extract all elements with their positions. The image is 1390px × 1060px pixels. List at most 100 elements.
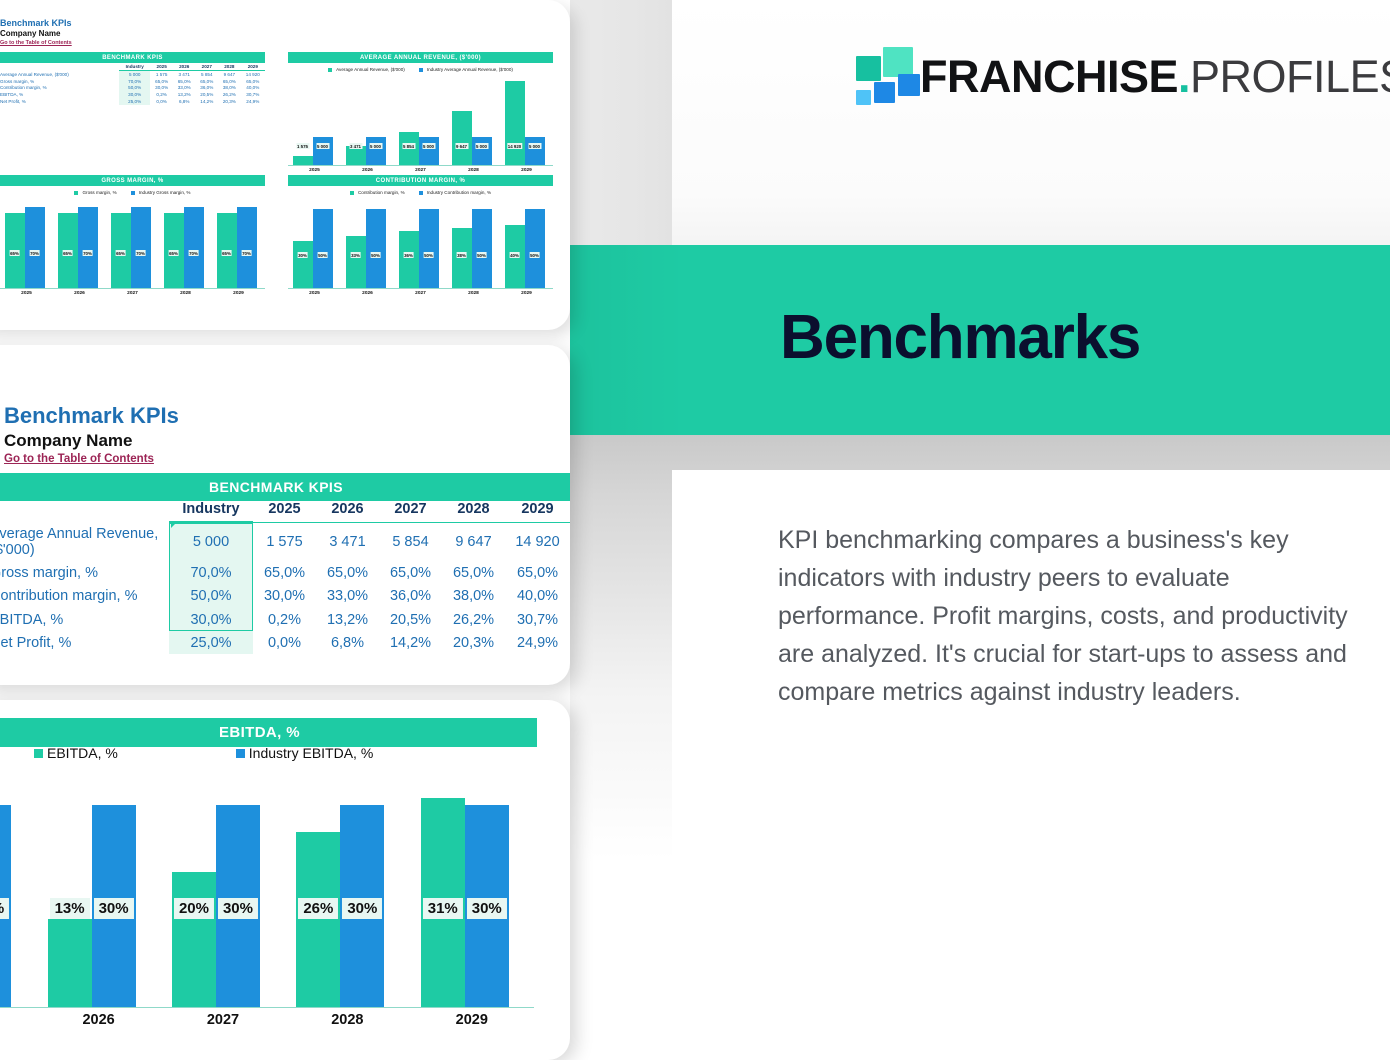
cell-2027: 5 854 — [201, 71, 213, 77]
cell-2027[interactable]: 5 854 — [392, 534, 429, 551]
cell-2026[interactable]: 6,8% — [330, 634, 365, 651]
cell-2028[interactable]: 65,0% — [452, 565, 495, 582]
cell-2028: 26,2% — [222, 92, 236, 98]
bar-ebitda-industry: 30% — [340, 804, 385, 1007]
cell-2025[interactable]: 0,2% — [267, 611, 302, 628]
cell-2025[interactable]: 0,0% — [267, 634, 302, 651]
cell-industry[interactable]: 70,0% — [169, 561, 253, 585]
bar-gross_margin-industry: 70% — [130, 206, 151, 288]
bar-label: 5 000 — [316, 143, 329, 149]
cell-2029: 14 920 — [245, 71, 260, 77]
cell-2026[interactable]: 33,0% — [326, 588, 369, 605]
cell-2029[interactable]: 30,7% — [516, 611, 559, 628]
bar-ebitda-industry: 30% — [91, 804, 136, 1007]
cell-2028[interactable]: 26,2% — [452, 611, 495, 628]
cell-2025[interactable]: 30,0% — [263, 588, 306, 605]
kpi-table-card[interactable]: Benchmark KPIs Company Name Go to the Ta… — [0, 345, 570, 685]
th-2025: 2025 — [253, 497, 316, 523]
table-of-contents-link[interactable]: Go to the Table of Contents — [4, 453, 154, 465]
bar-label: 50% — [423, 252, 434, 258]
x-tick-label: 2028 — [468, 291, 479, 296]
bar-gross_margin-company: 65% — [57, 212, 78, 288]
x-tick-label: 2025 — [21, 291, 32, 296]
cell-industry[interactable]: 30,0% — [169, 608, 253, 632]
bar-gross_margin-industry: 70% — [24, 206, 45, 288]
bar-group: 26% 30% — [296, 778, 398, 1007]
sheet-title: Benchmark KPIs — [4, 403, 179, 428]
bar-label: 3 471 — [349, 143, 362, 149]
ebitda-chart-legend: EBITDA, % Industry EBITDA, % — [0, 745, 527, 761]
row-label: EBITDA, % — [0, 92, 24, 98]
cell-2025[interactable]: 65,0% — [263, 565, 306, 582]
legend-label-ebitda: EBITDA, % — [47, 745, 118, 761]
cell-industry[interactable]: 25,0% — [169, 631, 253, 655]
bar-ebitda-industry: 30% — [0, 804, 12, 1007]
logo-word-franchise: FRANCHISE — [920, 50, 1179, 102]
cell-industry[interactable]: 50,0% — [169, 584, 253, 609]
cell-2027[interactable]: 36,0% — [389, 588, 432, 605]
x-tick-label: 2026 — [362, 291, 373, 296]
bar-contribution_margin-company: 30% — [292, 240, 313, 288]
th-2025: 2025 — [150, 63, 173, 71]
th-industry: Industry — [119, 63, 151, 71]
table-row: Gross margin, % 70,0% 65,0% 65,0% 65,0% 65,0%… — [0, 561, 570, 585]
cell-2025[interactable]: 1 575 — [266, 534, 303, 551]
bar-group: 36% 50% — [398, 201, 443, 288]
bar-label: 13% — [49, 898, 90, 919]
brand-logo: FRANCHISE.PROFILES — [852, 46, 1390, 106]
cell-industry[interactable]: 5 000 — [169, 522, 253, 562]
cell-industry: 30,0% — [119, 91, 151, 99]
cell-2028: 9 647 — [223, 71, 236, 77]
kpi-table: Industry 2025 2026 2027 2028 2029 Averag… — [0, 63, 265, 105]
cell-2028[interactable]: 9 647 — [455, 534, 492, 551]
cell-industry: 5 000 — [119, 70, 151, 78]
worksheet-thumbnail-card[interactable]: Benchmark KPIs Company Name Go to the Ta… — [0, 0, 570, 330]
cell-2027[interactable]: 65,0% — [389, 565, 432, 582]
bar-label: 5 000 — [528, 143, 541, 149]
cell-2028[interactable]: 38,0% — [452, 588, 495, 605]
bar-ebitda-company: 13% — [47, 898, 92, 1007]
bar-group: 13% 30% — [47, 778, 150, 1007]
bar-label: 65% — [62, 250, 73, 256]
cell-2029[interactable]: 24,9% — [516, 634, 559, 651]
cell-industry: 50,0% — [119, 84, 151, 92]
table-row: Contribution margin, % 50,0% 30,0% 33,0% 36,… — [0, 584, 570, 609]
cell-2026[interactable]: 65,0% — [326, 565, 369, 582]
contribution_margin-chart: 30% 50% 33% 50% 36% 50% 38% 50% 40% 50% 2025 2026 20… — [288, 201, 553, 305]
cell-2027[interactable]: 14,2% — [389, 634, 432, 651]
contribution_margin-plot: 30% 50% 33% 50% 36% 50% 38% 50% 40% 50% — [288, 201, 553, 289]
bar-label: 50% — [317, 252, 328, 258]
bar-label: 40% — [509, 252, 520, 258]
cell-2029[interactable]: 65,0% — [516, 565, 559, 582]
table-header-row: Industry 2025 2026 2027 2028 2029 — [0, 497, 570, 523]
cell-2027: 20,5% — [200, 92, 214, 98]
bar-gross_margin-company: 65% — [4, 212, 25, 288]
avg_annual_revenue-title: AVERAGE ANNUAL REVENUE, ($'000) — [288, 52, 553, 63]
cell-2029[interactable]: 14 920 — [515, 534, 560, 551]
cell-2027: 36,0% — [200, 85, 214, 91]
cell-2027: 65,0% — [200, 78, 214, 84]
ebitda-chart-card[interactable]: EBITDA, % EBITDA, % Industry EBITDA, % 0… — [0, 700, 570, 1060]
gross_margin-x-axis: 2025 2026 2027 2028 2029 — [0, 291, 265, 296]
sheet-subtitle: Company Name — [4, 431, 133, 450]
cell-2028[interactable]: 20,3% — [452, 634, 495, 651]
cell-2029[interactable]: 40,0% — [516, 588, 559, 605]
th-blank — [0, 497, 169, 523]
bar-label: 26% — [298, 898, 339, 919]
bar-contribution_margin-company: 33% — [345, 235, 366, 288]
cell-2026[interactable]: 3 471 — [329, 534, 366, 551]
legend-swatch-blue — [130, 190, 135, 195]
bar-contribution_margin-industry: 50% — [365, 208, 386, 288]
table-of-contents-link[interactable]: Go to the Table of Contents — [0, 40, 72, 46]
bar-avg_annual_revenue-industry: 5 000 — [312, 136, 333, 165]
x-tick-label: 2029 — [233, 291, 244, 296]
ebitda-plot-area: 0%30%13%30%20%30%26%30%31%30% — [0, 778, 534, 1008]
cell-2026[interactable]: 13,2% — [326, 611, 369, 628]
bar-group: 65% 70% — [163, 201, 208, 288]
legend-item-industry: Industry Contribution margin, % — [418, 190, 491, 195]
cell-2027[interactable]: 20,5% — [389, 611, 432, 628]
bar-group: 0%30% — [0, 778, 25, 1007]
kpi-table-panel-title: BENCHMARK KPIS — [0, 473, 570, 501]
bar-group: 3 471 5 000 — [345, 78, 390, 165]
x-tick-label: 2027 — [415, 291, 426, 296]
